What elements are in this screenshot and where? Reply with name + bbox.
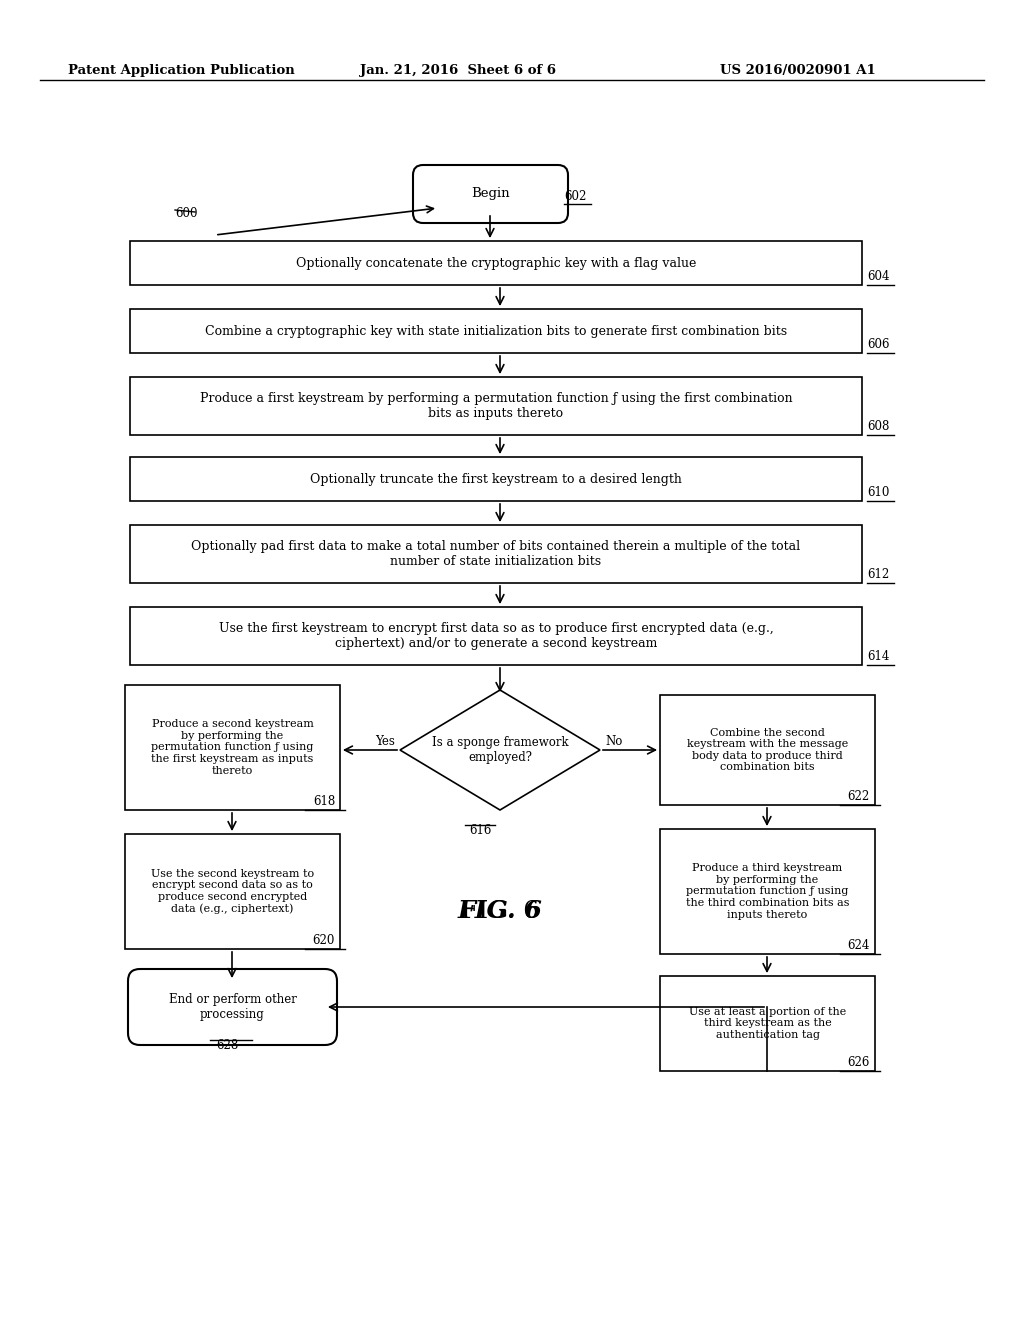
FancyBboxPatch shape: [130, 309, 862, 352]
FancyBboxPatch shape: [130, 457, 862, 502]
Text: Begin: Begin: [471, 187, 510, 201]
FancyBboxPatch shape: [125, 834, 340, 949]
Text: 616: 616: [469, 824, 492, 837]
Text: FIG. 6: FIG. 6: [458, 899, 543, 923]
Text: Is a sponge framework
employed?: Is a sponge framework employed?: [432, 737, 568, 764]
Text: 608: 608: [867, 420, 890, 433]
FancyBboxPatch shape: [660, 975, 874, 1071]
Text: Use the second keystream to
encrypt second data so as to
produce second encrypte: Use the second keystream to encrypt seco…: [151, 869, 314, 915]
Text: Produce a third keystream
by performing the
permutation function ƒ using
the thi: Produce a third keystream by performing …: [686, 863, 849, 920]
Text: Combine a cryptographic key with state initialization bits to generate first com: Combine a cryptographic key with state i…: [205, 325, 787, 338]
Text: Yes: Yes: [375, 735, 395, 748]
Text: Jan. 21, 2016  Sheet 6 of 6: Jan. 21, 2016 Sheet 6 of 6: [360, 63, 556, 77]
Text: US 2016/0020901 A1: US 2016/0020901 A1: [720, 63, 876, 77]
Text: 604: 604: [867, 271, 890, 282]
FancyBboxPatch shape: [128, 969, 337, 1045]
Text: Combine the second
keystream with the message
body data to produce third
combina: Combine the second keystream with the me…: [687, 727, 848, 772]
Text: Patent Application Publication: Patent Application Publication: [68, 63, 295, 77]
Text: 600: 600: [175, 207, 198, 220]
Text: Optionally truncate the first keystream to a desired length: Optionally truncate the first keystream …: [310, 473, 682, 486]
FancyBboxPatch shape: [660, 829, 874, 954]
Text: 602: 602: [564, 190, 587, 203]
FancyBboxPatch shape: [130, 242, 862, 285]
Text: Use at least a portion of the
third keystream as the
authentication tag: Use at least a portion of the third keys…: [689, 1007, 846, 1040]
FancyBboxPatch shape: [660, 696, 874, 805]
Text: Optionally concatenate the cryptographic key with a flag value: Optionally concatenate the cryptographic…: [296, 256, 696, 269]
Text: No: No: [605, 735, 623, 748]
FancyBboxPatch shape: [130, 607, 862, 665]
Text: Produce a first keystream by performing a permutation function ƒ using the first: Produce a first keystream by performing …: [200, 392, 793, 420]
Text: 622: 622: [848, 789, 870, 803]
Text: 610: 610: [867, 486, 890, 499]
Text: 624: 624: [848, 939, 870, 952]
FancyBboxPatch shape: [125, 685, 340, 810]
Text: 628: 628: [216, 1039, 239, 1052]
FancyBboxPatch shape: [130, 525, 862, 583]
Text: 618: 618: [312, 795, 335, 808]
FancyBboxPatch shape: [413, 165, 568, 223]
Text: FIG. 6: FIG. 6: [461, 899, 539, 923]
Text: 626: 626: [848, 1056, 870, 1069]
FancyBboxPatch shape: [130, 378, 862, 436]
Text: Optionally pad first data to make a total number of bits contained therein a mul: Optionally pad first data to make a tota…: [191, 540, 801, 568]
Polygon shape: [400, 690, 600, 810]
Text: Use the first keystream to encrypt first data so as to produce first encrypted d: Use the first keystream to encrypt first…: [219, 622, 773, 649]
Text: End or perform other
processing: End or perform other processing: [169, 993, 296, 1020]
Text: 606: 606: [867, 338, 890, 351]
Text: Produce a second keystream
by performing the
permutation function ƒ using
the fi: Produce a second keystream by performing…: [152, 719, 313, 776]
Text: 620: 620: [312, 935, 335, 946]
Text: 614: 614: [867, 649, 890, 663]
Text: 612: 612: [867, 568, 889, 581]
